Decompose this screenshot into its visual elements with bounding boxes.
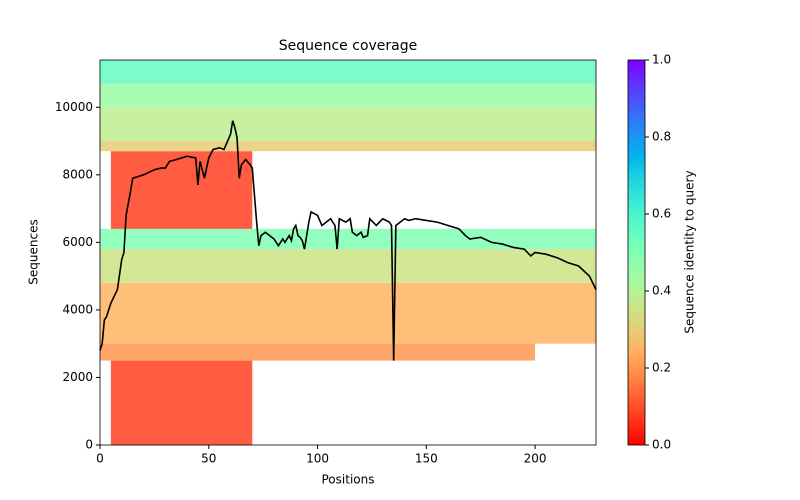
coverage-block (100, 228, 596, 250)
chart-title: Sequence coverage (279, 38, 418, 54)
y-tick-label: 0 (85, 438, 93, 452)
colorbar-tick-label: 0.6 (652, 207, 671, 221)
colorbar-tick-label: 1.0 (652, 53, 671, 67)
coverage-block (100, 83, 596, 108)
plot-frame (99, 59, 597, 446)
coverage-block (100, 141, 596, 152)
x-tick-label: 50 (201, 452, 216, 466)
x-tick-label: 0 (96, 452, 104, 466)
x-axis-label: Positions (322, 473, 375, 487)
y-tick-label: 10000 (55, 100, 93, 114)
x-tick-label: 150 (415, 452, 438, 466)
coverage-block (110, 360, 253, 445)
coverage-block (100, 107, 596, 142)
coverage-block (110, 151, 253, 229)
colorbar-tick-label: 0.4 (652, 284, 671, 298)
y-tick-label: 6000 (62, 235, 93, 249)
coverage-block (100, 249, 596, 283)
coverage-line (99, 120, 597, 361)
colorbar (627, 59, 646, 446)
y-tick-label: 8000 (62, 167, 93, 181)
y-tick-label: 4000 (62, 302, 93, 316)
x-tick-label: 200 (524, 452, 547, 466)
y-tick-label: 2000 (62, 370, 93, 384)
y-axis-label: Sequences (27, 219, 41, 284)
x-tick-label: 100 (306, 452, 329, 466)
coverage-block (100, 60, 596, 84)
coverage-block (100, 282, 596, 344)
colorbar-tick-label: 0.2 (652, 361, 671, 375)
colorbar-tick-label: 0.0 (652, 438, 671, 452)
colorbar-label: Sequence identity to query (683, 170, 697, 333)
coverage-block (100, 343, 536, 361)
colorbar-tick-label: 0.8 (652, 130, 671, 144)
